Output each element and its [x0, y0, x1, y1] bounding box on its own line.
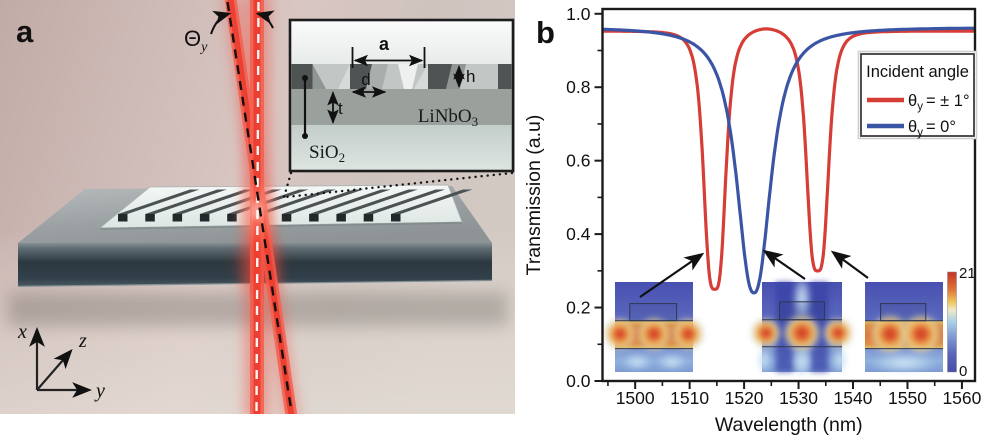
colorbar-max-label: 21: [959, 265, 976, 282]
legend-entry-red: θy = ± 1°: [908, 92, 970, 113]
dim-d-label: d: [361, 70, 370, 89]
theta-y-label: Θy: [184, 26, 208, 55]
dim-h-label: h: [466, 67, 475, 86]
grating-ridges: [291, 64, 512, 89]
y-tick-label: 0.2: [566, 298, 590, 318]
panel-b-label: b: [536, 15, 555, 50]
grating-bar-facet: [118, 214, 128, 222]
mode-profile-inset-3: [865, 282, 943, 373]
panel-a-schematic: Θy x z y: [0, 0, 515, 414]
panel-a-label: a: [16, 14, 34, 49]
grating-bar-top: [309, 189, 391, 214]
grating-bar-facet: [309, 214, 319, 222]
mode-profile-inset-1: [603, 282, 705, 372]
ridge-outline: [629, 303, 678, 322]
x-tick-label: 1510: [670, 388, 709, 408]
legend-entry-blue: θy = 0°: [908, 118, 956, 139]
x-axis-ticks: 1500 1510 1520 1530 1540 1550 1560: [607, 381, 982, 408]
legend-title: Incident angle: [866, 63, 969, 81]
grating-bar-facet: [336, 214, 346, 222]
x-tick-label: 1520: [725, 388, 764, 408]
axis-z-label: z: [78, 330, 87, 352]
axis-x-label: x: [17, 321, 27, 343]
grating-bar-facet: [281, 214, 292, 222]
x-axis-title: Wavelength (nm): [715, 414, 863, 436]
normal-axis-dashed-line: [255, 1, 260, 413]
panel-b-chart: b: [523, 4, 982, 436]
cross-section-inset: a d h t LiNbO3 SiO2: [288, 18, 515, 173]
sio2-layer: [291, 125, 512, 170]
grating-bar-facet: [199, 214, 210, 222]
x-tick-label: 1550: [888, 388, 927, 408]
y-tick-label: 0.0: [566, 371, 591, 391]
x-tick-label: 1540: [834, 388, 873, 408]
grating-bar-top: [336, 189, 418, 214]
series-curve: [601, 26, 976, 295]
angle-arrow-left: [210, 10, 232, 35]
coordinate-axes: [29, 327, 92, 398]
grating-bar-top: [145, 189, 227, 214]
ridge-outline: [880, 303, 927, 322]
grating-bar-top: [172, 189, 255, 214]
grating-bar-facet: [363, 214, 374, 222]
dim-t-label: t: [338, 99, 343, 118]
grating-bar-facet: [172, 214, 183, 222]
x-tick-label: 1560: [942, 388, 981, 408]
colorbar-min-label: 0: [959, 363, 967, 380]
x-tick-label: 1500: [616, 388, 655, 408]
plot-frame: [601, 7, 977, 383]
resonance-arrows: [639, 249, 869, 298]
laser-beam: [222, 0, 300, 414]
legend: Incident angle θy = ± 1° θy = 0°: [857, 50, 978, 140]
angle-arrow-right: [255, 10, 275, 29]
linbo3-label: LiNbO3: [418, 106, 478, 129]
tilted-axis-dashed-line: [226, 1, 293, 413]
sio2-label: SiO2: [309, 142, 345, 165]
ridge-outline: [779, 301, 825, 321]
grating-bar-top: [281, 189, 364, 214]
grating-bar-facet: [391, 214, 401, 222]
grating-bar-top: [391, 189, 473, 214]
y-tick-label: 0.6: [566, 151, 590, 171]
x-tick-label: 1530: [779, 388, 818, 408]
y-tick-label: 0.4: [566, 224, 591, 244]
grating-bar-facet: [145, 214, 155, 222]
inset-callout-lines: [282, 171, 514, 199]
spectrum-curves: [601, 26, 976, 295]
incidence-angle-annotation: Θy: [184, 10, 275, 55]
grating-bar-top: [254, 189, 336, 214]
mode-profile-inset-2: [750, 276, 854, 378]
grating-bar-top: [118, 189, 200, 214]
colorbar: 21 0: [947, 265, 976, 380]
y-axis-ticks: 0.0 0.2 0.4 0.6 0.8 1.0: [566, 4, 603, 391]
y-tick-label: 0.8: [566, 77, 590, 97]
y-tick-label: 1.0: [566, 4, 591, 24]
grating-bar-facet: [227, 214, 237, 222]
grating-bar-top: [363, 189, 446, 214]
dim-a-label: a: [379, 34, 390, 54]
linbo3-slab: [291, 89, 512, 125]
axis-y-label: y: [94, 380, 105, 402]
y-axis-title: Transmission (a.u): [523, 115, 545, 276]
dimension-annotations: [303, 47, 465, 136]
